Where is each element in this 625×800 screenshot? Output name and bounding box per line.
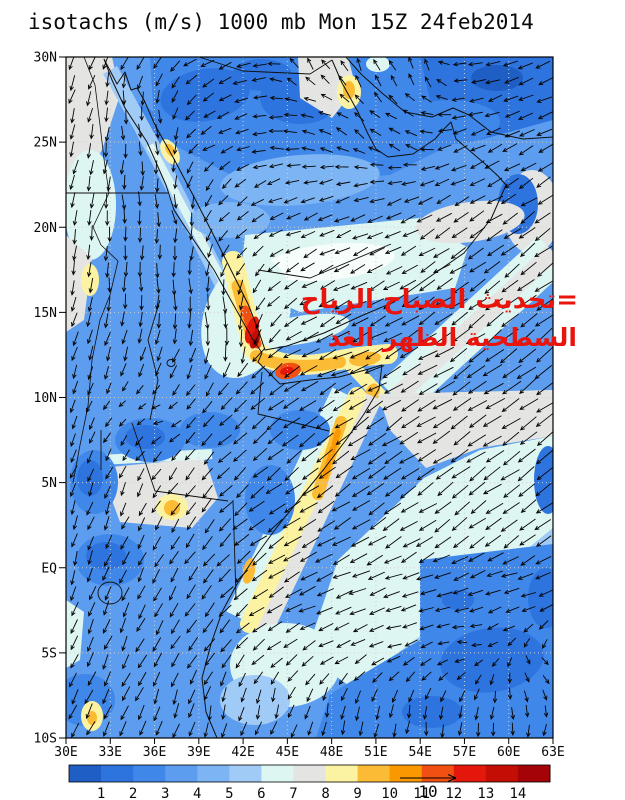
lon-label: 48E	[320, 745, 343, 760]
annotation-arabic-line2: السطحية الظهر الغد	[327, 323, 577, 352]
lat-label: EQ	[41, 561, 57, 576]
colorbar-label: 7	[289, 786, 297, 800]
lon-label: 33E	[99, 745, 122, 760]
colorbar-label: 11	[413, 786, 430, 800]
colorbar-segment	[293, 765, 327, 782]
colorbar-label: 13	[477, 786, 494, 800]
lon-label: 60E	[497, 745, 520, 760]
colorbar-segment	[197, 765, 230, 782]
colorbar-label: 5	[225, 786, 233, 800]
colorbar-label: 12	[445, 786, 462, 800]
isotach-shading	[66, 57, 553, 738]
colorbar-label: 4	[193, 786, 201, 800]
wind-arrow-field	[68, 57, 553, 738]
lat-label: 10N	[34, 391, 57, 406]
lon-label: 39E	[187, 745, 210, 760]
colorbar-segment	[325, 765, 359, 782]
wind-vectors	[68, 57, 553, 738]
colorbar-label: 10	[381, 786, 398, 800]
lon-label: 57E	[453, 745, 476, 760]
colorbar-label: 6	[257, 786, 265, 800]
colorbar-label: 2	[129, 786, 137, 800]
lat-label: 25N	[34, 136, 57, 151]
colorbar-label: 3	[161, 786, 169, 800]
lon-label: 42E	[231, 745, 254, 760]
colorbar-segment	[389, 765, 423, 782]
colorbar-label: 9	[353, 786, 361, 800]
colorbar-segment	[165, 765, 198, 782]
colorbar-label: 1	[97, 786, 105, 800]
lat-label: 20N	[34, 221, 57, 236]
lon-label: 63E	[541, 745, 564, 760]
reference-vector-arrow	[400, 773, 457, 783]
lat-label: 15N	[34, 306, 57, 321]
lon-label: 54E	[408, 745, 431, 760]
annotation-arabic-line1: =تحديث الصباح الرياح	[300, 285, 578, 315]
colorbar-segment	[485, 765, 519, 782]
colorbar-segment	[517, 765, 551, 782]
lat-label: 30N	[34, 51, 57, 66]
colorbar-label: 14	[510, 786, 527, 800]
lat-label: 5S	[41, 646, 57, 661]
colorbar-label: 8	[321, 786, 329, 800]
colorbar-segment	[69, 765, 102, 782]
colorbar-segment	[101, 765, 134, 782]
lon-label: 51E	[364, 745, 387, 760]
colorbar-segment	[357, 765, 391, 782]
colorbar-segment	[133, 765, 166, 782]
colorbar-segment	[261, 765, 294, 782]
coastlines	[66, 57, 553, 738]
lon-label: 30E	[54, 745, 77, 760]
lon-label: 36E	[143, 745, 166, 760]
colorbar-segment	[453, 765, 487, 782]
reference-vector-label: 10	[418, 782, 437, 800]
lon-label: 45E	[276, 745, 299, 760]
lat-label: 10S	[34, 732, 57, 747]
lat-label: 5N	[41, 476, 57, 491]
lake-victoria-outline	[97, 581, 123, 605]
figure-title: isotachs (m/s) 1000 mb Mon 15Z 24feb2014	[28, 10, 534, 34]
lake-tana-outline	[166, 359, 176, 367]
colorbar-segment	[421, 765, 455, 782]
colorbar-segment	[229, 765, 262, 782]
